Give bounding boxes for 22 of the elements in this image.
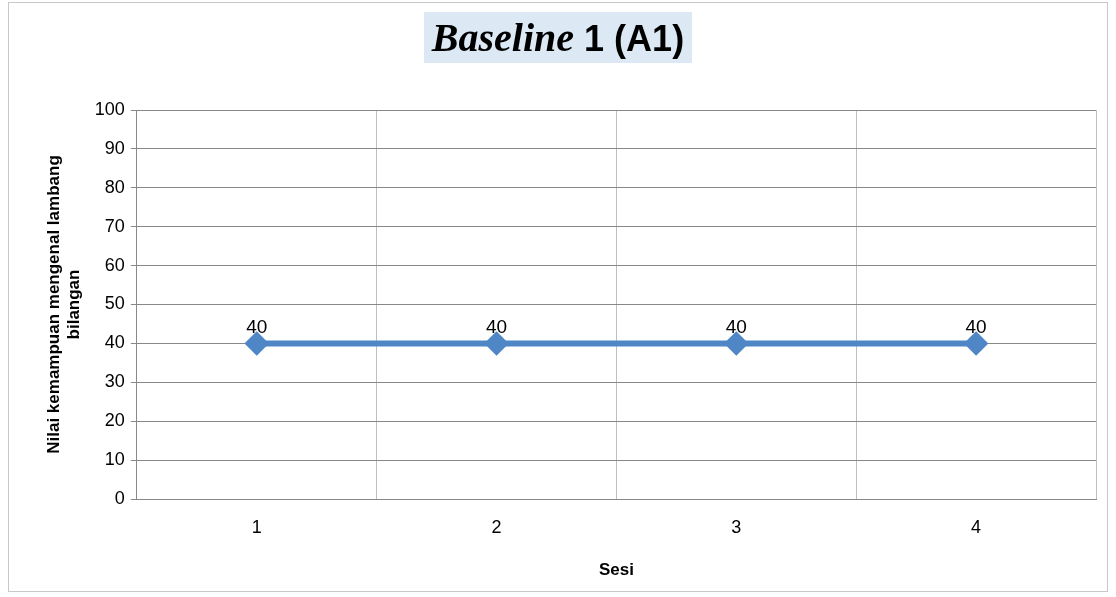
x-tick-label: 4 (971, 516, 982, 537)
y-tick-label: 20 (104, 410, 125, 431)
y-tick-label: 100 (94, 98, 125, 119)
y-tick-label: 0 (114, 487, 125, 508)
y-axis-title: Nilai kemampuan mengenal lambang bilangan (43, 155, 84, 454)
y-tick-label: 60 (104, 254, 125, 275)
x-tick-label: 3 (731, 516, 742, 537)
y-tick-label: 70 (104, 215, 125, 236)
y-tick-label: 90 (104, 137, 125, 158)
chart-title: Baseline 1 (A1) (423, 12, 693, 63)
data-label: 40 (485, 316, 508, 338)
data-label: 40 (246, 316, 268, 338)
y-tick-label: 10 (104, 449, 125, 470)
y-tick-label: 50 (104, 293, 125, 314)
data-label: 40 (965, 316, 987, 338)
x-tick-label: 2 (491, 516, 502, 537)
data-label: 40 (725, 316, 747, 338)
y-tick-label: 40 (104, 332, 125, 353)
x-axis-title: Sesi (598, 560, 634, 580)
y-tick-label: 30 (104, 371, 125, 392)
y-tick-label: 80 (104, 176, 125, 197)
x-tick-label: 1 (251, 516, 262, 537)
